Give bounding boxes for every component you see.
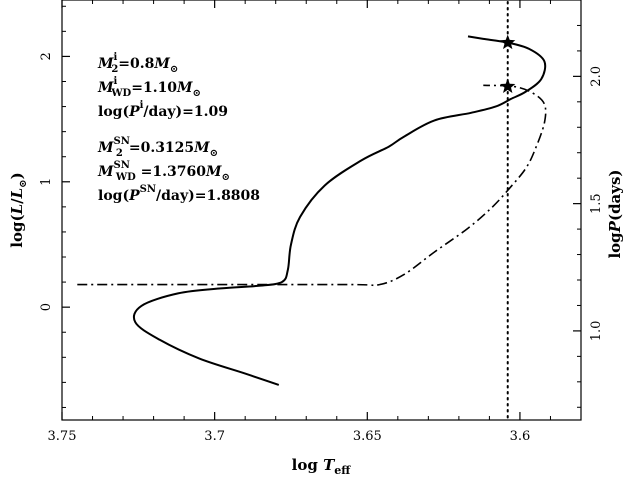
dashdot-period-track <box>77 84 547 287</box>
x-axis-title: log Teff <box>292 456 352 477</box>
y-left-tick-label: 2 <box>39 52 54 60</box>
x-tick-label: 3.65 <box>353 429 382 444</box>
annotation-mwd-initial: Mi WD=1.10M⊙ <box>97 76 201 99</box>
annotation-m2-sn: MSN 2 =0.3125M⊙ <box>97 136 218 159</box>
annotation-mwd-sn: MSN WD =1.3760M⊙ <box>97 160 230 183</box>
x-tick-label: 3.75 <box>48 429 77 444</box>
y-left-tick-label: 1 <box>39 178 54 186</box>
annotation-block: Mi 2=0.8M⊙ Mi WD=1.10M⊙ log(Pi/day)=1.09 M… <box>97 52 260 204</box>
y-right-axis-title: logP(days) <box>606 169 624 258</box>
y-left-axis-title: log(L/L⊙) <box>8 172 29 247</box>
annotation-period-sn: log(PSN/day)=1.8808 <box>98 184 260 204</box>
star-markers <box>500 34 516 93</box>
solid-evolution-track <box>132 35 547 386</box>
y-right-axis-ticks: 1.0 1.5 2.0 <box>573 24 604 408</box>
x-axis-ticks: 3.75 3.7 3.65 3.6 <box>48 0 582 444</box>
x-tick-label: 3.7 <box>204 429 225 444</box>
star-marker <box>500 34 516 50</box>
annotation-period-initial: log(Pi/day)=1.09 <box>98 100 228 120</box>
y-right-tick-label: 1.0 <box>589 321 604 342</box>
y-right-tick-label: 2.0 <box>589 66 604 87</box>
plot-frame <box>61 0 582 421</box>
star-marker <box>500 78 516 93</box>
annotation-m2-initial: Mi 2=0.8M⊙ <box>97 52 178 75</box>
x-tick-label: 3.6 <box>510 429 531 444</box>
y-left-tick-label: 0 <box>39 303 54 311</box>
y-left-axis-ticks: 0 1 2 <box>39 5 70 408</box>
y-right-tick-label: 1.5 <box>589 193 604 214</box>
